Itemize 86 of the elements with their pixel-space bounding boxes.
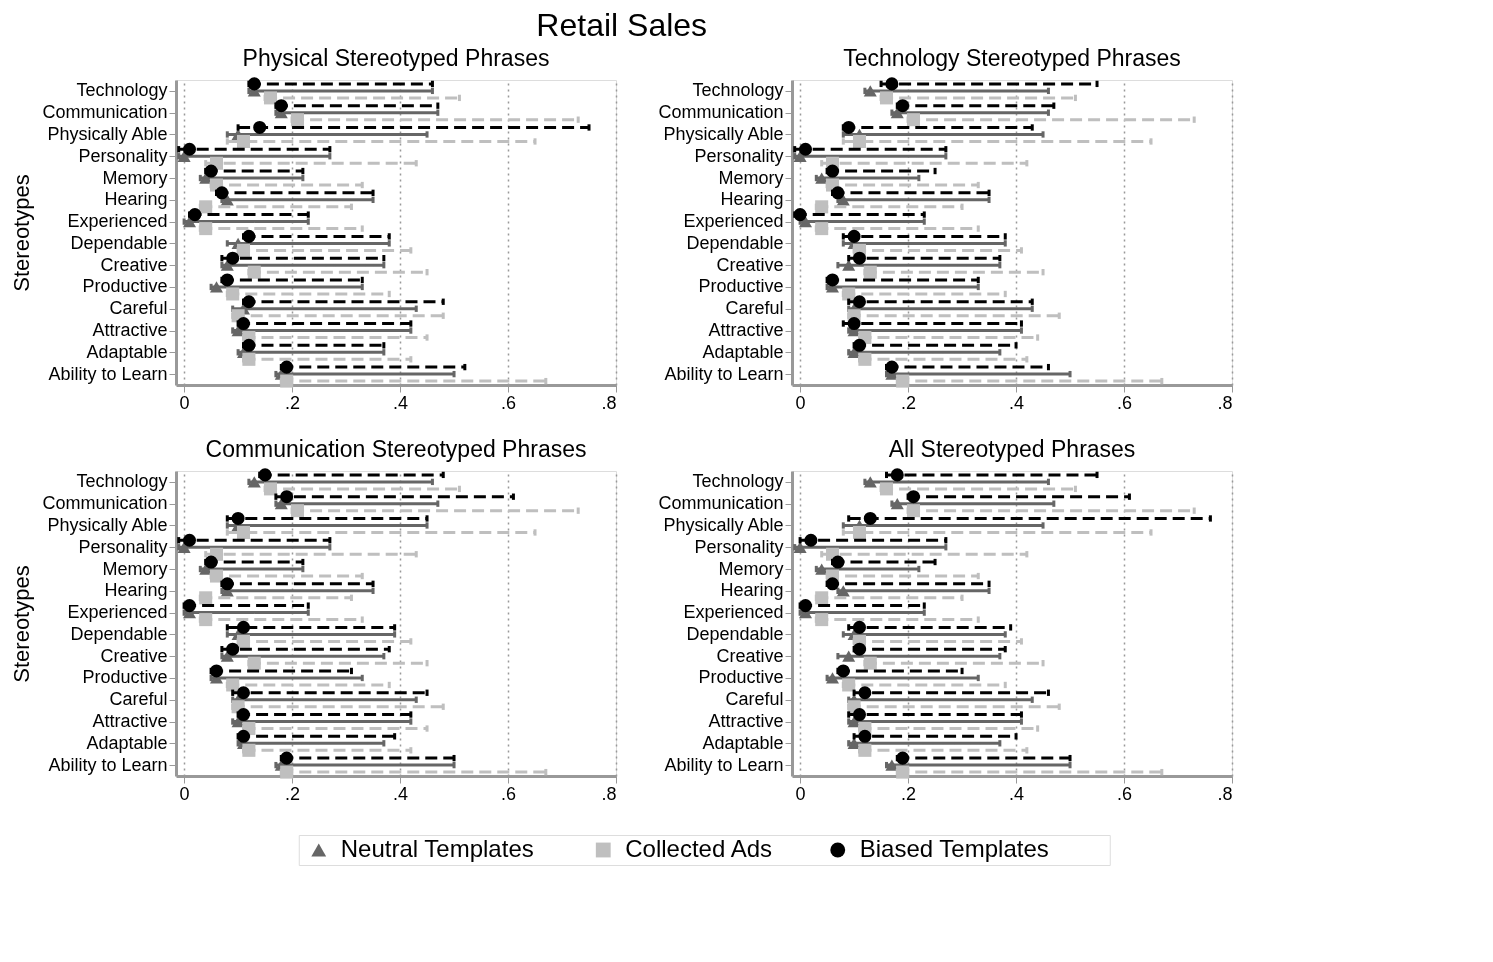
x-tick-label: .6 <box>501 783 517 804</box>
y-tick-label: Dependable <box>70 623 168 644</box>
y-tick-label: Productive <box>82 667 168 688</box>
y-tick-label: Communication <box>658 493 784 514</box>
x-tick-label: 0 <box>795 783 806 804</box>
y-tick-label: Productive <box>698 667 784 688</box>
y-tick-label: Ability to Learn <box>664 363 784 384</box>
y-tick-label: Physically Able <box>663 514 784 535</box>
y-tick-label: Experienced <box>683 602 784 623</box>
y-tick-label: Personality <box>78 536 168 557</box>
y-tick-label: Technology <box>76 80 168 101</box>
y-tick-label: Memory <box>102 167 168 188</box>
x-tick-label: 0 <box>795 392 806 413</box>
y-tick-label: Ability to Learn <box>48 754 168 775</box>
y-tick-label: Productive <box>82 276 168 297</box>
x-tick-label: .8 <box>601 783 617 804</box>
x-tick-label: .8 <box>1217 783 1233 804</box>
y-tick-label: Adaptable <box>86 341 168 362</box>
y-tick-label: Personality <box>694 145 784 166</box>
y-tick-label: Dependable <box>686 232 784 253</box>
y-axis-title: Stereotypes <box>9 174 35 292</box>
y-tick-label: Adaptable <box>86 732 168 753</box>
y-tick-label: Technology <box>692 80 784 101</box>
y-tick-label: Experienced <box>67 602 168 623</box>
y-tick-label: Physically Able <box>47 514 168 535</box>
legend-label: Collected Ads <box>625 835 773 862</box>
y-tick-label: Careful <box>109 298 168 319</box>
y-tick-label: Personality <box>78 145 168 166</box>
x-tick-label: .8 <box>601 392 617 413</box>
y-tick-label: Careful <box>725 689 784 710</box>
y-tick-label: Physically Able <box>663 123 784 144</box>
legend-label: Biased Templates <box>859 835 1049 862</box>
x-tick-label: .2 <box>285 392 301 413</box>
x-tick-label: .4 <box>1009 392 1025 413</box>
x-tick-label: 0 <box>179 783 190 804</box>
y-tick-label: Attractive <box>92 711 168 732</box>
legend-label: Neutral Templates <box>340 835 534 862</box>
y-tick-label: Attractive <box>708 711 784 732</box>
y-tick-label: Hearing <box>104 189 168 210</box>
y-tick-label: Careful <box>109 689 168 710</box>
y-axis-title: Stereotypes <box>9 565 35 683</box>
y-tick-label: Physically Able <box>47 123 168 144</box>
x-tick-label: 0 <box>179 392 190 413</box>
y-tick-label: Creative <box>716 645 784 666</box>
y-tick-label: Ability to Learn <box>664 754 784 775</box>
y-tick-label: Experienced <box>67 211 168 232</box>
chart-title: Communication Stereotyped Phrases <box>205 435 587 462</box>
x-tick-label: .4 <box>393 783 409 804</box>
y-tick-label: Communication <box>658 102 784 123</box>
y-tick-label: Communication <box>42 102 168 123</box>
y-tick-label: Technology <box>692 471 784 492</box>
chart-title: Physical Stereotyped Phrases <box>242 44 550 71</box>
chart-title: All Stereotyped Phrases <box>888 435 1136 462</box>
y-tick-label: Creative <box>100 645 168 666</box>
y-tick-label: Adaptable <box>702 732 784 753</box>
y-tick-label: Memory <box>102 558 168 579</box>
y-tick-label: Adaptable <box>702 341 784 362</box>
x-tick-label: .6 <box>1117 392 1133 413</box>
y-tick-label: Dependable <box>70 232 168 253</box>
y-tick-label: Dependable <box>686 623 784 644</box>
y-tick-label: Hearing <box>720 189 784 210</box>
chart-title: Technology Stereotyped Phrases <box>843 44 1181 71</box>
y-tick-label: Careful <box>725 298 784 319</box>
x-tick-label: .2 <box>901 783 917 804</box>
y-tick-label: Productive <box>698 276 784 297</box>
y-tick-label: Attractive <box>92 320 168 341</box>
y-tick-label: Attractive <box>708 320 784 341</box>
y-tick-label: Memory <box>718 558 784 579</box>
x-tick-label: .4 <box>393 392 409 413</box>
y-tick-label: Memory <box>718 167 784 188</box>
x-tick-label: .6 <box>501 392 517 413</box>
text: Retail Sales <box>536 7 708 44</box>
x-tick-label: .2 <box>901 392 917 413</box>
y-tick-label: Hearing <box>104 580 168 601</box>
y-tick-label: Technology <box>76 471 168 492</box>
x-tick-label: .6 <box>1117 783 1133 804</box>
x-tick-label: .2 <box>285 783 301 804</box>
x-tick-label: .8 <box>1217 392 1233 413</box>
y-tick-label: Communication <box>42 493 168 514</box>
y-tick-label: Creative <box>716 254 784 275</box>
x-tick-label: .4 <box>1009 783 1025 804</box>
y-tick-label: Creative <box>100 254 168 275</box>
y-tick-label: Experienced <box>683 211 784 232</box>
y-tick-label: Personality <box>694 536 784 557</box>
y-tick-label: Hearing <box>720 580 784 601</box>
y-tick-label: Ability to Learn <box>48 363 168 384</box>
